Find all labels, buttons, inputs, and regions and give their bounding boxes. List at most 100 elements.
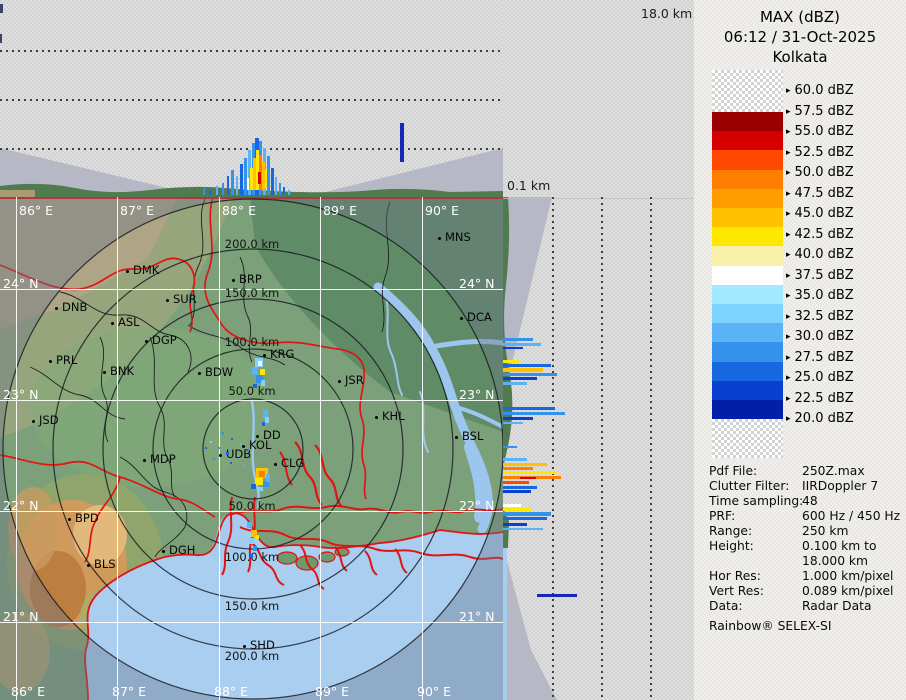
city-dot	[166, 299, 169, 302]
lon-label: 89° E	[323, 203, 358, 218]
range-rings	[2, 198, 503, 700]
color-scale-band	[712, 188, 783, 208]
city-label: KOL	[249, 438, 272, 452]
scale-arrow-icon: ▸	[786, 414, 791, 424]
echo-pixel	[503, 490, 531, 493]
city-dot	[256, 435, 259, 438]
product-datetime: 06:12 / 31-Oct-2025	[723, 28, 877, 46]
metadata-label: Clutter Filter:	[709, 479, 790, 493]
city-dot	[338, 380, 341, 383]
product-title: MAX (dBZ)	[759, 8, 841, 26]
echo-pixel	[0, 4, 3, 13]
echo-pixel	[244, 158, 247, 195]
lon-label: 86° E	[19, 203, 54, 218]
echo-pixel	[226, 452, 229, 455]
echo-pixel	[247, 178, 249, 190]
rivers	[250, 282, 503, 534]
echo-pixel	[283, 187, 285, 195]
echo-pixel	[265, 170, 267, 188]
grid-line-vertical	[117, 197, 118, 700]
metadata-label: Time sampling:	[709, 494, 804, 508]
echo-pixel	[503, 504, 521, 507]
dbz-scale-label: ▸ 60.0 dBZ	[786, 83, 854, 98]
metadata-row: Clutter Filter: IIRDoppler 7	[709, 479, 904, 494]
scale-arrow-icon: ▸	[786, 127, 791, 137]
echo-pixel	[231, 438, 233, 440]
echo-pixel	[537, 594, 577, 597]
metadata-value: 0.089 km/pixel	[802, 584, 894, 598]
metadata-block: Pdf File: 250Z.max Clutter Filter: IIRDoppl…	[709, 464, 904, 614]
echo-pixel	[503, 471, 557, 474]
city-label: BDW	[205, 365, 234, 379]
echo-pixel	[260, 369, 265, 375]
color-scale-band	[712, 131, 783, 151]
dbz-scale-label: ▸ 25.0 dBZ	[786, 370, 854, 385]
lon-label: 88° E	[222, 203, 257, 218]
metadata-row: Hor Res: 1.000 km/pixel	[709, 569, 904, 584]
scale-arrow-icon: ▸	[786, 168, 791, 178]
lon-label: 89° E	[315, 684, 350, 699]
city-label: BNK	[110, 364, 135, 378]
echo-pixel	[0, 34, 2, 43]
echo-pixel	[503, 377, 537, 380]
metadata-row: Vert Res: 0.089 km/pixel	[709, 584, 904, 599]
lon-label: 86° E	[11, 684, 46, 699]
dbz-scale-label: ▸ 27.5 dBZ	[786, 349, 854, 365]
metadata-value: IIRDoppler 7	[802, 479, 879, 493]
echo-pixel	[267, 156, 270, 195]
station-name: Kolkata	[772, 48, 828, 66]
dbz-scale-label: ▸ 20.0 dBZ	[786, 411, 854, 426]
echo-pixel	[237, 455, 239, 457]
metadata-row: PRF: 600 Hz / 450 Hz	[709, 509, 904, 524]
right-cross-section-panel	[503, 0, 694, 700]
city-dot	[274, 463, 277, 466]
city-dot	[49, 360, 52, 363]
echo-pixel	[265, 417, 269, 423]
echo-pixel	[262, 422, 265, 426]
city-dot	[243, 645, 246, 648]
terrain-profile-top	[0, 183, 503, 197]
scale-arrow-icon: ▸	[786, 373, 791, 383]
echo-pixel	[236, 176, 238, 195]
city-dot	[219, 454, 222, 457]
echo-pixel	[253, 384, 257, 388]
echo-pixel	[503, 360, 519, 363]
echo-pixel	[271, 168, 274, 195]
city-label: DMK	[133, 263, 160, 277]
scale-arrow-icon: ▸	[786, 250, 791, 260]
metadata-label: Height:	[709, 539, 754, 553]
scale-arrow-icon: ▸	[786, 332, 791, 342]
echo-pixel	[261, 380, 265, 386]
lat-label: 23° N	[3, 387, 39, 402]
height-grid-line	[650, 197, 652, 700]
city-dot	[198, 372, 201, 375]
echo-pixel	[262, 162, 265, 190]
scale-arrow-icon: ▸	[786, 188, 791, 199]
scale-arrow-icon: ▸	[786, 209, 791, 219]
echo-pixel	[288, 190, 290, 195]
city-label: KHL	[382, 409, 405, 423]
echo-pixel	[222, 183, 224, 195]
city-dot	[145, 340, 148, 343]
coverage-wedge	[503, 546, 557, 700]
echo-pixel	[240, 164, 243, 195]
color-scale-band	[712, 419, 783, 458]
height-grid-line	[0, 99, 503, 101]
lon-label: 87° E	[112, 684, 147, 699]
range-ring	[102, 298, 404, 600]
echo-pixel	[503, 343, 541, 346]
city-dot	[68, 518, 71, 521]
echo-pixel	[210, 441, 212, 443]
echo-pixel	[503, 523, 527, 526]
color-scale-band	[712, 361, 783, 381]
range-ring-label: 50.0 km	[228, 384, 276, 398]
metadata-row: Height: 0.100 km to	[709, 539, 904, 554]
dbz-scale-label: ▸ 50.0 dBZ	[786, 165, 854, 180]
echo-pixel	[253, 546, 257, 551]
lon-label: 90° E	[425, 203, 460, 218]
scale-arrow-icon: ▸	[786, 86, 791, 96]
color-scale-band	[712, 150, 783, 170]
metadata-value: 18.000 km	[802, 554, 869, 568]
echo-pixel	[218, 447, 220, 449]
echo-pixel	[255, 478, 263, 485]
